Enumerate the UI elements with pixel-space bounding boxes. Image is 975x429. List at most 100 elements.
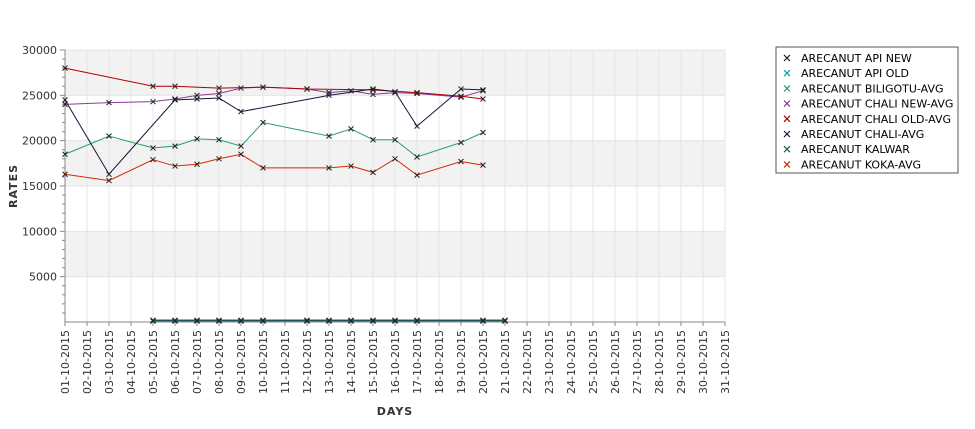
data-point: [392, 88, 398, 95]
data-point: [194, 96, 200, 102]
data-point: [238, 151, 244, 158]
data-point: [62, 97, 68, 103]
x-tick-label: 15-10-2015: [367, 330, 380, 394]
legend-marker: [783, 54, 791, 62]
data-point: [392, 317, 398, 324]
data-point: [326, 317, 332, 324]
data-point: [326, 165, 332, 171]
x-tick-label: 03-10-2015: [103, 330, 116, 394]
data-point: [260, 165, 266, 171]
data-point: [414, 89, 420, 96]
legend-label: ARECANUT CHALI NEW-AVG: [801, 98, 953, 111]
series-arecanut-kalwar: [150, 317, 508, 324]
data-point: [260, 119, 266, 126]
x-tick-label: 31-10-2015: [719, 330, 732, 394]
data-point: [458, 93, 464, 100]
legend-marker: [783, 145, 791, 153]
data-point: [480, 96, 486, 102]
data-point: [150, 83, 156, 90]
legend-item: ARECANUT BILIGOTU-AVG: [783, 82, 944, 95]
x-tick-label: 06-10-2015: [169, 330, 182, 394]
data-point: [238, 317, 244, 324]
data-point: [370, 136, 376, 143]
data-point: [326, 133, 332, 139]
x-tick-label: 11-10-2015: [279, 330, 292, 394]
data-point: [194, 161, 200, 168]
data-point: [172, 317, 178, 324]
x-tick-label: 20-10-2015: [477, 330, 490, 394]
legend-marker: [783, 160, 791, 168]
y-tick-label: 15000: [22, 180, 57, 193]
y-tick-label: 5000: [29, 271, 57, 284]
legend-label: ARECANUT CHALI OLD-AVG: [801, 113, 951, 126]
x-tick-label: 22-10-2015: [521, 330, 534, 394]
data-point: [106, 177, 112, 184]
data-point: [348, 126, 354, 132]
x-tick-label: 05-10-2015: [147, 330, 160, 394]
data-point: [392, 155, 398, 162]
x-tick-label: 10-10-2015: [257, 330, 270, 394]
data-point: [458, 139, 464, 146]
data-point: [348, 163, 354, 169]
data-point: [370, 87, 376, 93]
legend-label: ARECANUT KALWAR: [801, 143, 910, 156]
legend-box: [775, 46, 959, 174]
data-point: [106, 133, 112, 139]
series-arecanut-biligotu-avg: [62, 119, 486, 160]
x-tick-label: 17-10-2015: [411, 330, 424, 394]
x-tick-label: 26-10-2015: [609, 330, 622, 394]
x-tick-label: 25-10-2015: [587, 330, 600, 394]
x-tick-label: 21-10-2015: [499, 330, 512, 394]
data-point: [414, 154, 420, 160]
legend-label: ARECANUT API OLD: [801, 67, 909, 80]
series-layer: [62, 65, 508, 324]
data-point: [370, 317, 376, 324]
data-point: [480, 317, 486, 324]
data-point: [414, 172, 420, 178]
x-tick-label: 19-10-2015: [455, 330, 468, 394]
data-point: [216, 136, 222, 143]
y-axis-ticks: 5000 10000 15000 20000 25000 30000: [22, 44, 65, 314]
data-point: [150, 156, 156, 163]
data-point: [260, 84, 266, 91]
data-point: [458, 94, 464, 101]
data-point: [260, 317, 266, 324]
x-tick-label: 08-10-2015: [213, 330, 226, 394]
x-tick-label: 09-10-2015: [235, 330, 248, 394]
data-point: [216, 85, 222, 91]
data-point: [304, 86, 310, 92]
x-tick-label: 02-10-2015: [81, 330, 94, 394]
legend-marker: [783, 84, 791, 92]
legend-label: ARECANUT API NEW: [801, 52, 912, 65]
data-point: [414, 123, 420, 130]
x-tick-label: 16-10-2015: [389, 330, 402, 394]
series-line: [64, 88, 484, 176]
x-tick-label: 30-10-2015: [697, 330, 710, 394]
data-point: [480, 129, 486, 136]
data-point: [62, 151, 68, 158]
data-point: [150, 98, 156, 105]
data-point: [194, 135, 200, 142]
data-point: [216, 317, 222, 324]
data-point: [480, 162, 486, 169]
data-point: [172, 143, 178, 149]
data-point: [458, 86, 464, 92]
legend-marker: [783, 130, 791, 138]
legend-item: ARECANUT CHALI OLD-AVG: [783, 113, 951, 126]
data-point: [238, 108, 244, 115]
data-point: [480, 87, 486, 93]
x-tick-label: 29-10-2015: [675, 330, 688, 394]
x-tick-label: 12-10-2015: [301, 330, 314, 394]
x-tick-label: 13-10-2015: [323, 330, 336, 394]
x-tick-label: 24-10-2015: [565, 330, 578, 394]
x-axis-title: DAYS: [377, 405, 413, 418]
data-point: [172, 97, 178, 103]
legend-item: ARECANUT API NEW: [783, 52, 912, 65]
legend-item: ARECANUT KOKA-AVG: [783, 158, 921, 171]
data-point: [62, 65, 68, 71]
y-tick-label: 25000: [22, 89, 57, 102]
data-point: [304, 317, 310, 324]
x-tick-label: 07-10-2015: [191, 330, 204, 394]
data-point: [326, 92, 332, 99]
